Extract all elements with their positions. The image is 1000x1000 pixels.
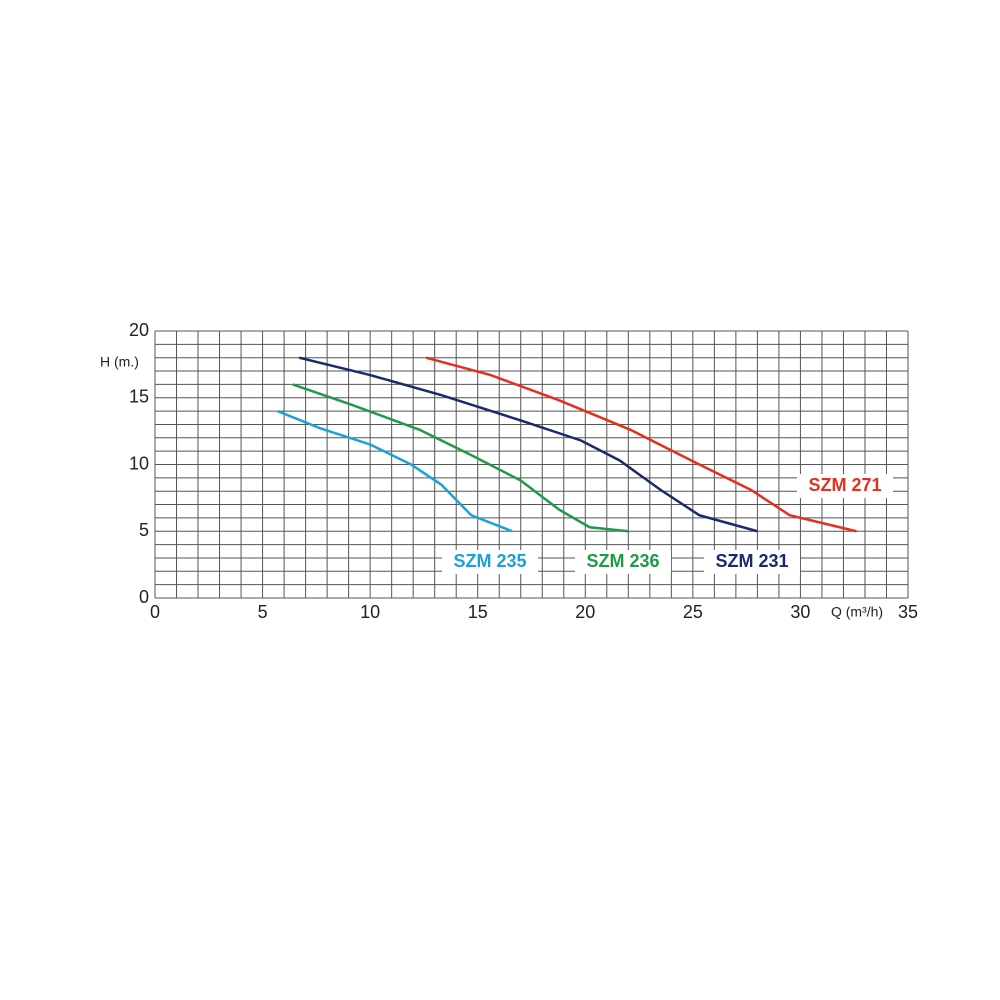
x-tick-label: 15 bbox=[468, 602, 488, 622]
label-background bbox=[797, 474, 893, 498]
y-axis-label: H (m.) bbox=[100, 354, 139, 370]
series-label: SZM 236 bbox=[586, 551, 659, 571]
series-label: SZM 231 bbox=[715, 551, 788, 571]
label-background bbox=[704, 550, 800, 574]
x-tick-label: 5 bbox=[258, 602, 268, 622]
label-background bbox=[442, 550, 538, 574]
curve bbox=[298, 356, 758, 533]
curve bbox=[425, 356, 857, 533]
x-tick-label: 20 bbox=[575, 602, 595, 622]
curve bbox=[277, 409, 513, 533]
y-tick-label: 5 bbox=[139, 520, 149, 540]
x-tick-label: 25 bbox=[683, 602, 703, 622]
x-tick-label: 30 bbox=[790, 602, 810, 622]
x-tick-label: 0 bbox=[150, 602, 160, 622]
label-background bbox=[575, 550, 671, 574]
series-label: SZM 235 bbox=[453, 551, 526, 571]
x-axis-label: Q (m³/h) bbox=[831, 604, 883, 620]
y-tick-label: 10 bbox=[129, 453, 149, 473]
series-label: SZM 271 bbox=[808, 475, 881, 495]
y-tick-label: 20 bbox=[129, 320, 149, 340]
y-tick-label: 0 bbox=[139, 587, 149, 607]
y-tick-label: 15 bbox=[129, 387, 149, 407]
x-tick-label: 10 bbox=[360, 602, 380, 622]
curve bbox=[292, 383, 629, 533]
x-tick-label: 35 bbox=[898, 602, 918, 622]
